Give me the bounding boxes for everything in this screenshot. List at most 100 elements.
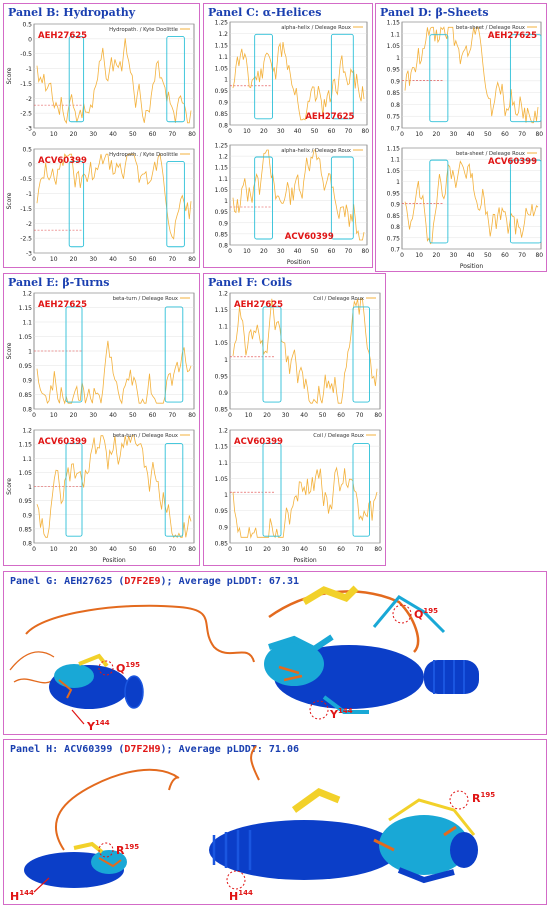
highlight-box <box>65 443 83 537</box>
x-tick-label: 50 <box>311 128 319 135</box>
x-tick-label: 10 <box>50 546 58 553</box>
x-tick-label: 10 <box>415 131 423 138</box>
y-tick-label: 0.7 <box>390 247 400 254</box>
legend-label: alpha-helix / Deleage Roux <box>281 25 351 31</box>
x-tick-label: 10 <box>50 256 58 263</box>
y-tick-label: 1.25 <box>215 143 229 150</box>
y-tick-label: 1 <box>224 357 228 364</box>
x-tick-label: 80 <box>188 412 196 419</box>
y-tick-label: 1.05 <box>19 470 33 477</box>
x-tick-label: 20 <box>70 131 78 138</box>
x-tick-label: 60 <box>337 412 345 419</box>
series-line <box>404 160 539 245</box>
x-tick-label: 20 <box>263 546 271 553</box>
x-tick-label: 40 <box>467 131 475 138</box>
x-tick-label: 30 <box>89 131 97 138</box>
x-tick-label: 0 <box>400 131 404 138</box>
panel-beta-sheets: Panel D: β-Sheets 1.15 1.1 1.05 1 0.95 0.9 0.8… <box>375 3 547 272</box>
x-tick-label: 60 <box>501 252 509 259</box>
x-tick-label: 50 <box>129 256 137 263</box>
legend-label: Hydropath. / Kyte Doolittle <box>109 152 178 158</box>
y-tick-label: 1.15 <box>215 444 229 451</box>
panel-structure-aeh27625: Panel G: AEH27625 (D7F2E9); Average pLDD… <box>3 571 547 735</box>
y-tick-label: 1.15 <box>215 307 229 314</box>
arrow-y144-small <box>71 709 85 725</box>
x-axis-label: Position <box>287 259 311 266</box>
plot-frame <box>229 292 381 410</box>
x-tick-label: 60 <box>501 131 509 138</box>
x-tick-label: 0 <box>228 248 232 255</box>
plot-coil-aeh27625: 1.2 1.15 1.1 1.05 1 0.95 0.9 0.850 10 20 30 40 50 60 7… <box>215 291 383 420</box>
x-tick-label: 50 <box>484 252 492 259</box>
x-tick-label: 70 <box>345 128 353 135</box>
y-tick-label: 0.95 <box>215 209 229 216</box>
residue-ring-h144-large <box>226 870 246 890</box>
structure-large-acv60399 <box>209 788 478 884</box>
panel-title: Panel D: β-Sheets <box>380 6 489 19</box>
y-tick-label: 0 <box>28 161 32 168</box>
y-tick-label: 0.8 <box>22 541 32 548</box>
disordered-loop <box>54 768 180 851</box>
y-axis-label: Score <box>6 342 13 359</box>
x-tick-label: 80 <box>374 412 382 419</box>
y-tick-label: 1.15 <box>387 146 401 153</box>
x-tick-label: 80 <box>188 546 196 553</box>
residue-ring-r195-large <box>449 790 469 810</box>
y-tick-label: 0.9 <box>390 202 400 209</box>
highlight-box <box>68 36 85 123</box>
y-tick-label: -0.5 <box>20 51 32 58</box>
y-tick-label: 1.25 <box>215 20 229 27</box>
x-tick-label: 20 <box>70 546 78 553</box>
highlight-box <box>164 306 184 403</box>
y-tick-label: 1.2 <box>22 291 32 298</box>
sequence-tag: ACV60399 <box>38 156 87 166</box>
y-tick-label: 1.15 <box>19 305 33 312</box>
y-tick-label: 0.85 <box>215 407 229 414</box>
panel-title: Panel E: β-Turns <box>8 276 110 289</box>
highlight-box <box>254 156 273 240</box>
x-tick-label: 50 <box>129 546 137 553</box>
x-tick-label: 80 <box>188 131 196 138</box>
legend-label: beta-turn / Deleage Roux <box>113 296 178 302</box>
x-tick-label: 70 <box>518 252 526 259</box>
y-tick-label: 1.1 <box>390 31 400 38</box>
y-axis-label: Score <box>6 67 13 84</box>
y-tick-label: 0.95 <box>215 373 229 380</box>
highlight-box <box>429 159 449 244</box>
x-tick-label: 50 <box>129 412 137 419</box>
x-tick-label: 40 <box>467 252 475 259</box>
y-tick-label: 0.5 <box>22 22 32 29</box>
x-tick-label: 0 <box>228 128 232 135</box>
y-tick-label: -3 <box>26 126 32 133</box>
panel-title: Panel B: Hydropathy <box>8 6 136 19</box>
y-tick-label: 1.1 <box>218 54 228 61</box>
x-axis-label: Position <box>102 557 126 564</box>
x-tick-label: 20 <box>260 248 268 255</box>
x-tick-label: 20 <box>70 256 78 263</box>
y-tick-label: 0.8 <box>218 123 228 130</box>
x-tick-label: 30 <box>89 546 97 553</box>
y-tick-label: -2.5 <box>20 236 32 243</box>
x-tick-label: 10 <box>245 412 253 419</box>
x-tick-label: 0 <box>32 412 36 419</box>
y-tick-label: -1 <box>26 66 32 73</box>
panel-coils: Panel F: Coils 1.2 1.15 1.1 1.05 1 0.95 0.9 0.8… <box>203 273 386 566</box>
x-tick-label: 70 <box>345 248 353 255</box>
highlight-box <box>164 443 184 537</box>
series-line <box>404 26 539 124</box>
x-tick-label: 20 <box>260 128 268 135</box>
caption-aeh27625: Panel G: AEH27625 (D7F2E9); Average pLDD… <box>10 576 299 587</box>
y-tick-label: -2 <box>26 96 32 103</box>
y-tick-label: 0.9 <box>218 100 228 107</box>
x-tick-label: 80 <box>361 128 369 135</box>
y-tick-label: 0.9 <box>218 390 228 397</box>
x-tick-label: 60 <box>149 546 157 553</box>
y-tick-label: 0.85 <box>387 213 401 220</box>
y-tick-label: 0.95 <box>387 190 401 197</box>
x-tick-label: 20 <box>263 412 271 419</box>
highlight-box <box>509 34 542 123</box>
arrow-h144-small <box>33 877 50 893</box>
y-tick-label: 1.1 <box>218 176 228 183</box>
x-tick-label: 70 <box>356 546 364 553</box>
x-tick-label: 80 <box>535 131 543 138</box>
